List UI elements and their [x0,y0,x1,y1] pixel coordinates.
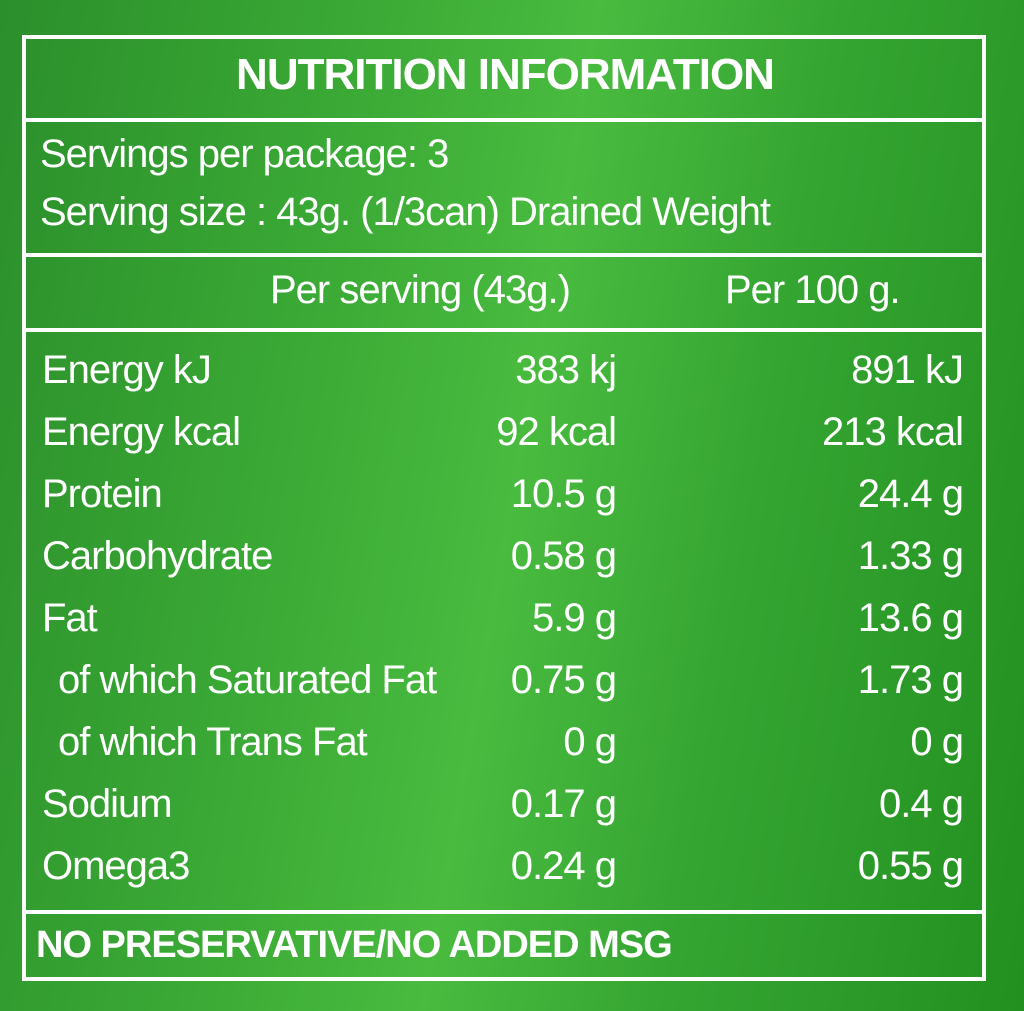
nutrient-label: of which Trans Fat [58,720,368,764]
divider [22,328,986,332]
nutrient-label: Energy kcal [42,410,241,454]
per-100g-value: 0.55 g [857,844,964,888]
per-100g-value: 13.6 g [857,596,964,640]
per-serving-value: 10.5 g [510,472,617,516]
border [22,35,986,981]
per-serving-value: 383 kj [515,348,617,392]
per-100g-value: 1.33 g [857,534,964,578]
title: NUTRITION INFORMATION [236,50,775,99]
column-header: Per serving (43g.) [270,268,571,312]
per-serving-value: 92 kcal [496,410,617,454]
servings-per-package: Servings per package: 3 [40,132,449,176]
per-serving-value: 5.9 g [532,596,617,640]
per-serving-value: 0.24 g [510,844,617,888]
per-serving-value: 0.17 g [510,782,617,826]
per-serving-value: 0 g [563,720,617,764]
divider [22,910,986,914]
per-100g-value: 24.4 g [857,472,964,516]
per-100g-value: 891 kJ [851,348,964,392]
serving-size: Serving size : 43g. (1/3can) Drained Wei… [40,190,771,234]
nutrient-label: Protein [42,472,163,516]
per-100g-value: 0.4 g [879,782,964,826]
per-serving-value: 0.58 g [510,534,617,578]
per-100g-value: 213 kcal [822,410,964,454]
column-header: Per 100 g. [725,268,901,312]
footer-note: NO PRESERVATIVE/NO ADDED MSG [36,924,673,966]
nutrient-label: of which Saturated Fat [58,658,437,702]
divider [22,118,986,122]
nutrient-label: Carbohydrate [42,534,273,578]
nutrient-label: Energy kJ [42,348,212,392]
nutrient-label: Omega3 [42,844,190,888]
divider [22,253,986,257]
nutrient-label: Fat [42,596,98,640]
nutrient-label: Sodium [42,782,173,826]
per-100g-value: 0 g [910,720,964,764]
per-100g-value: 1.73 g [857,658,964,702]
per-serving-value: 0.75 g [510,658,617,702]
